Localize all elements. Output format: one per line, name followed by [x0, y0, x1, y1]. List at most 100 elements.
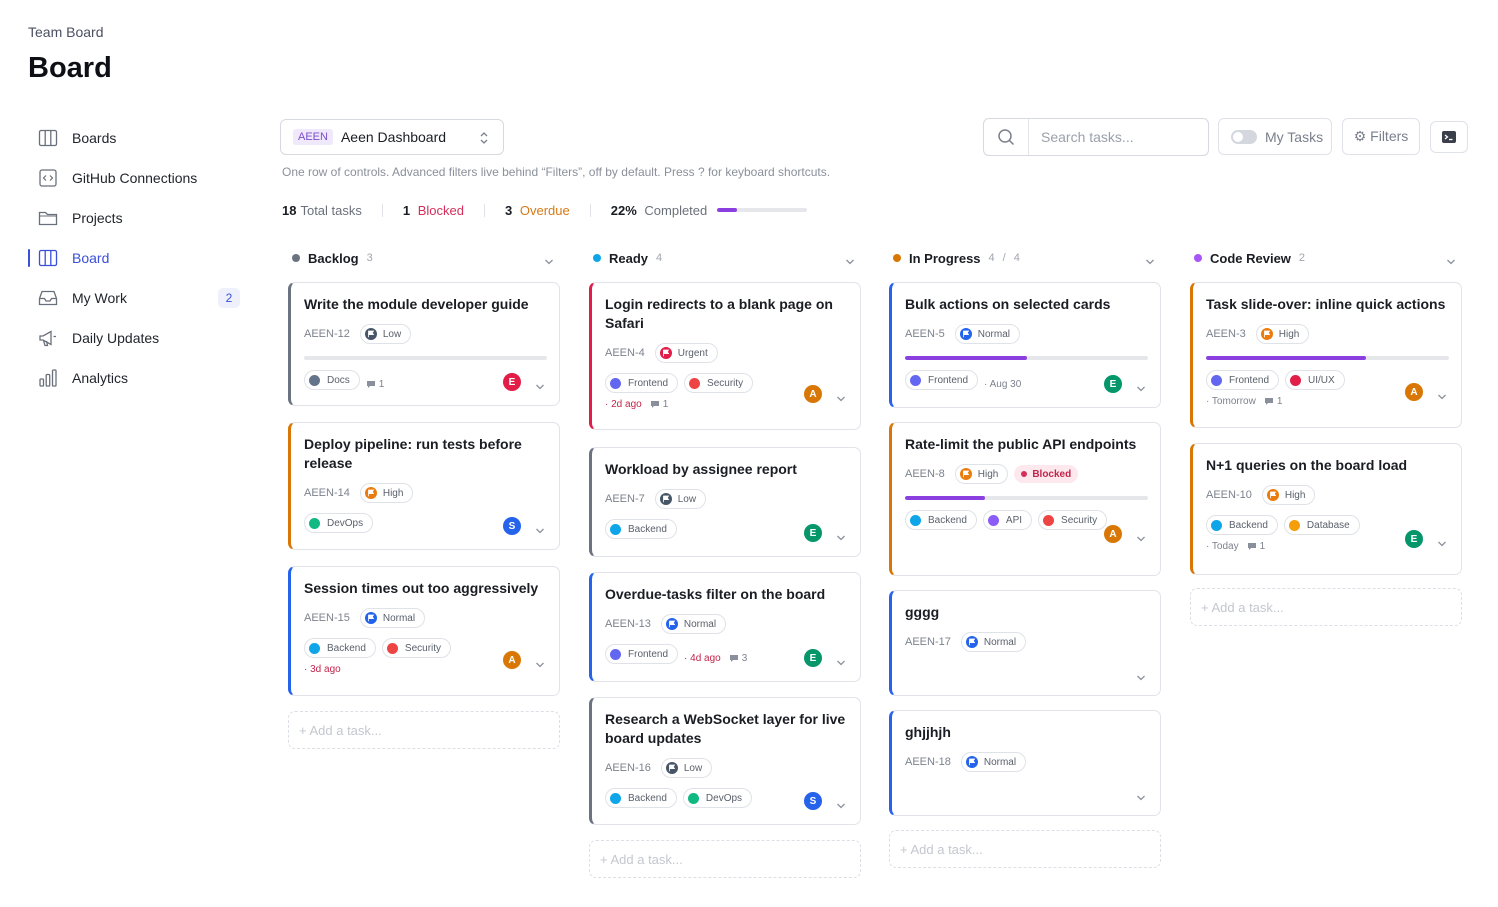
add-task-button[interactable]: + Add a task... [288, 711, 560, 749]
tag-pill[interactable]: Database [1283, 515, 1360, 535]
priority-pill[interactable]: Normal [960, 632, 1027, 652]
task-title[interactable]: ghjjhjh [905, 724, 951, 740]
assignee-avatar[interactable]: S [503, 517, 521, 535]
priority-pill[interactable]: Low [359, 324, 412, 344]
assignee-avatar[interactable]: E [503, 373, 521, 391]
sidebar-item-daily-updates[interactable]: Daily Updates [28, 318, 242, 358]
stat-overdue[interactable]: 3 Overdue [505, 202, 570, 218]
chevron-down-icon[interactable] [535, 522, 545, 534]
my-tasks-toggle[interactable]: My Tasks [1218, 118, 1332, 155]
chevron-down-icon[interactable] [1145, 254, 1155, 265]
tag-pill[interactable]: Frontend [605, 644, 679, 664]
tag-pill[interactable]: Docs [304, 370, 360, 390]
priority-pill[interactable]: High [1261, 485, 1316, 505]
priority-pill[interactable]: High [1255, 324, 1310, 344]
add-task-button[interactable]: + Add a task... [889, 830, 1161, 868]
tag-pill[interactable]: Backend [1206, 515, 1278, 535]
task-title[interactable]: Rate-limit the public API endpoints [905, 436, 1137, 452]
assignee-avatar[interactable]: E [804, 524, 822, 542]
tag-pill[interactable]: Security [381, 638, 452, 658]
chevron-down-icon[interactable] [836, 529, 846, 541]
tag-pill[interactable]: Backend [304, 638, 376, 658]
chevron-down-icon[interactable] [1136, 380, 1146, 392]
sidebar-item-github-connections[interactable]: GitHub Connections [28, 158, 242, 198]
task-card[interactable]: N+1 queries on the board load AEEN-10 High… [1190, 443, 1462, 575]
chevron-down-icon[interactable] [1437, 535, 1447, 547]
assignee-avatar[interactable]: E [1104, 375, 1122, 393]
task-title[interactable]: Deploy pipeline: run tests before releas… [304, 436, 522, 471]
chevron-down-icon[interactable] [836, 797, 846, 809]
assignee-avatar[interactable]: E [1405, 530, 1423, 548]
task-title[interactable]: Login redirects to a blank page on Safar… [605, 296, 833, 331]
chevron-down-icon[interactable] [836, 654, 846, 666]
task-card[interactable]: Rate-limit the public API endpoints AEEN-… [889, 422, 1161, 576]
assignee-avatar[interactable]: A [1104, 525, 1122, 543]
assignee-avatar[interactable]: A [503, 651, 521, 669]
task-card[interactable]: Login redirects to a blank page on Safar… [589, 282, 861, 430]
toggle-switch[interactable] [1231, 129, 1257, 144]
task-title[interactable]: gggg [905, 604, 940, 620]
chevron-down-icon[interactable] [1446, 254, 1456, 265]
tag-pill[interactable]: Frontend [605, 373, 679, 393]
task-card[interactable]: Research a WebSocket layer for live boar… [589, 697, 861, 825]
comment-count[interactable]: 1 [1264, 396, 1282, 407]
task-title[interactable]: Overdue-tasks filter on the board [605, 586, 826, 602]
task-card[interactable]: Deploy pipeline: run tests before releas… [288, 422, 560, 550]
assignee-avatar[interactable]: E [804, 649, 822, 667]
assignee-avatar[interactable]: A [804, 385, 822, 403]
task-title[interactable]: Research a WebSocket layer for live boar… [605, 711, 846, 746]
chevron-down-icon[interactable] [1437, 388, 1447, 400]
tag-pill[interactable]: Frontend [1206, 370, 1280, 390]
tag-pill[interactable]: DevOps [682, 788, 753, 808]
task-card[interactable]: Bulk actions on selected cards AEEN-5 Norm… [889, 282, 1161, 408]
task-card[interactable]: Task slide-over: inline quick actions AEE… [1190, 282, 1462, 428]
task-card[interactable]: ghjjhjh AEEN-18 Normal [889, 710, 1161, 816]
priority-pill[interactable]: Urgent [654, 343, 718, 363]
sidebar-item-board[interactable]: Board [28, 238, 242, 278]
task-card[interactable]: Workload by assignee report AEEN-7 Low Back… [589, 447, 861, 557]
priority-pill[interactable]: High [359, 483, 414, 503]
priority-pill[interactable]: Normal [954, 324, 1020, 344]
sidebar-item-analytics[interactable]: Analytics [28, 358, 242, 398]
sidebar-item-projects[interactable]: Projects [28, 198, 242, 238]
priority-pill[interactable]: Low [660, 758, 713, 778]
chevron-down-icon[interactable] [535, 378, 545, 390]
chevron-down-icon[interactable] [1136, 789, 1146, 801]
chevron-down-icon[interactable] [544, 254, 554, 265]
stat-blocked[interactable]: 1 Blocked [402, 202, 464, 218]
tag-pill[interactable]: Backend [905, 510, 977, 530]
priority-pill[interactable]: Normal [960, 752, 1027, 772]
task-card[interactable]: Write the module developer guide AEEN-12 L… [288, 282, 560, 406]
task-title[interactable]: Workload by assignee report [605, 461, 797, 477]
tag-pill[interactable]: Backend [605, 788, 677, 808]
add-task-button[interactable]: + Add a task... [589, 840, 861, 878]
chevron-down-icon[interactable] [1136, 530, 1146, 542]
tag-pill[interactable]: Frontend [905, 370, 979, 390]
add-task-button[interactable]: + Add a task... [1190, 588, 1462, 626]
priority-pill[interactable]: Low [654, 489, 707, 509]
assignee-avatar[interactable]: S [804, 792, 822, 810]
tag-pill[interactable]: UI/UX [1285, 370, 1345, 390]
tag-pill[interactable]: DevOps [304, 513, 374, 533]
comment-count[interactable]: 1 [366, 379, 384, 390]
sidebar-item-my-work[interactable]: My Work 2 [28, 278, 242, 318]
tag-pill[interactable]: Backend [605, 519, 677, 539]
chevron-down-icon[interactable] [1136, 669, 1146, 681]
priority-pill[interactable]: Normal [359, 608, 426, 628]
priority-pill[interactable]: Normal [660, 614, 727, 634]
comment-count[interactable]: 1 [1247, 541, 1265, 552]
board-selector[interactable]: AEEN Aeen Dashboard [280, 119, 504, 155]
tag-pill[interactable]: API [982, 510, 1033, 530]
task-card[interactable]: gggg AEEN-17 Normal [889, 590, 1161, 696]
task-title[interactable]: Task slide-over: inline quick actions [1206, 296, 1446, 312]
task-card[interactable]: Session times out too aggressively AEEN-1… [288, 566, 560, 696]
chevron-down-icon[interactable] [535, 656, 545, 668]
comment-count[interactable]: 3 [729, 653, 747, 664]
search-input[interactable] [1029, 129, 1204, 145]
tag-pill[interactable]: Security [684, 373, 754, 393]
terminal-button[interactable] [1430, 121, 1468, 153]
task-title[interactable]: N+1 queries on the board load [1206, 457, 1408, 473]
breadcrumb[interactable]: Team Board [28, 24, 104, 40]
search-icon[interactable] [984, 119, 1029, 155]
task-title[interactable]: Bulk actions on selected cards [905, 296, 1111, 312]
